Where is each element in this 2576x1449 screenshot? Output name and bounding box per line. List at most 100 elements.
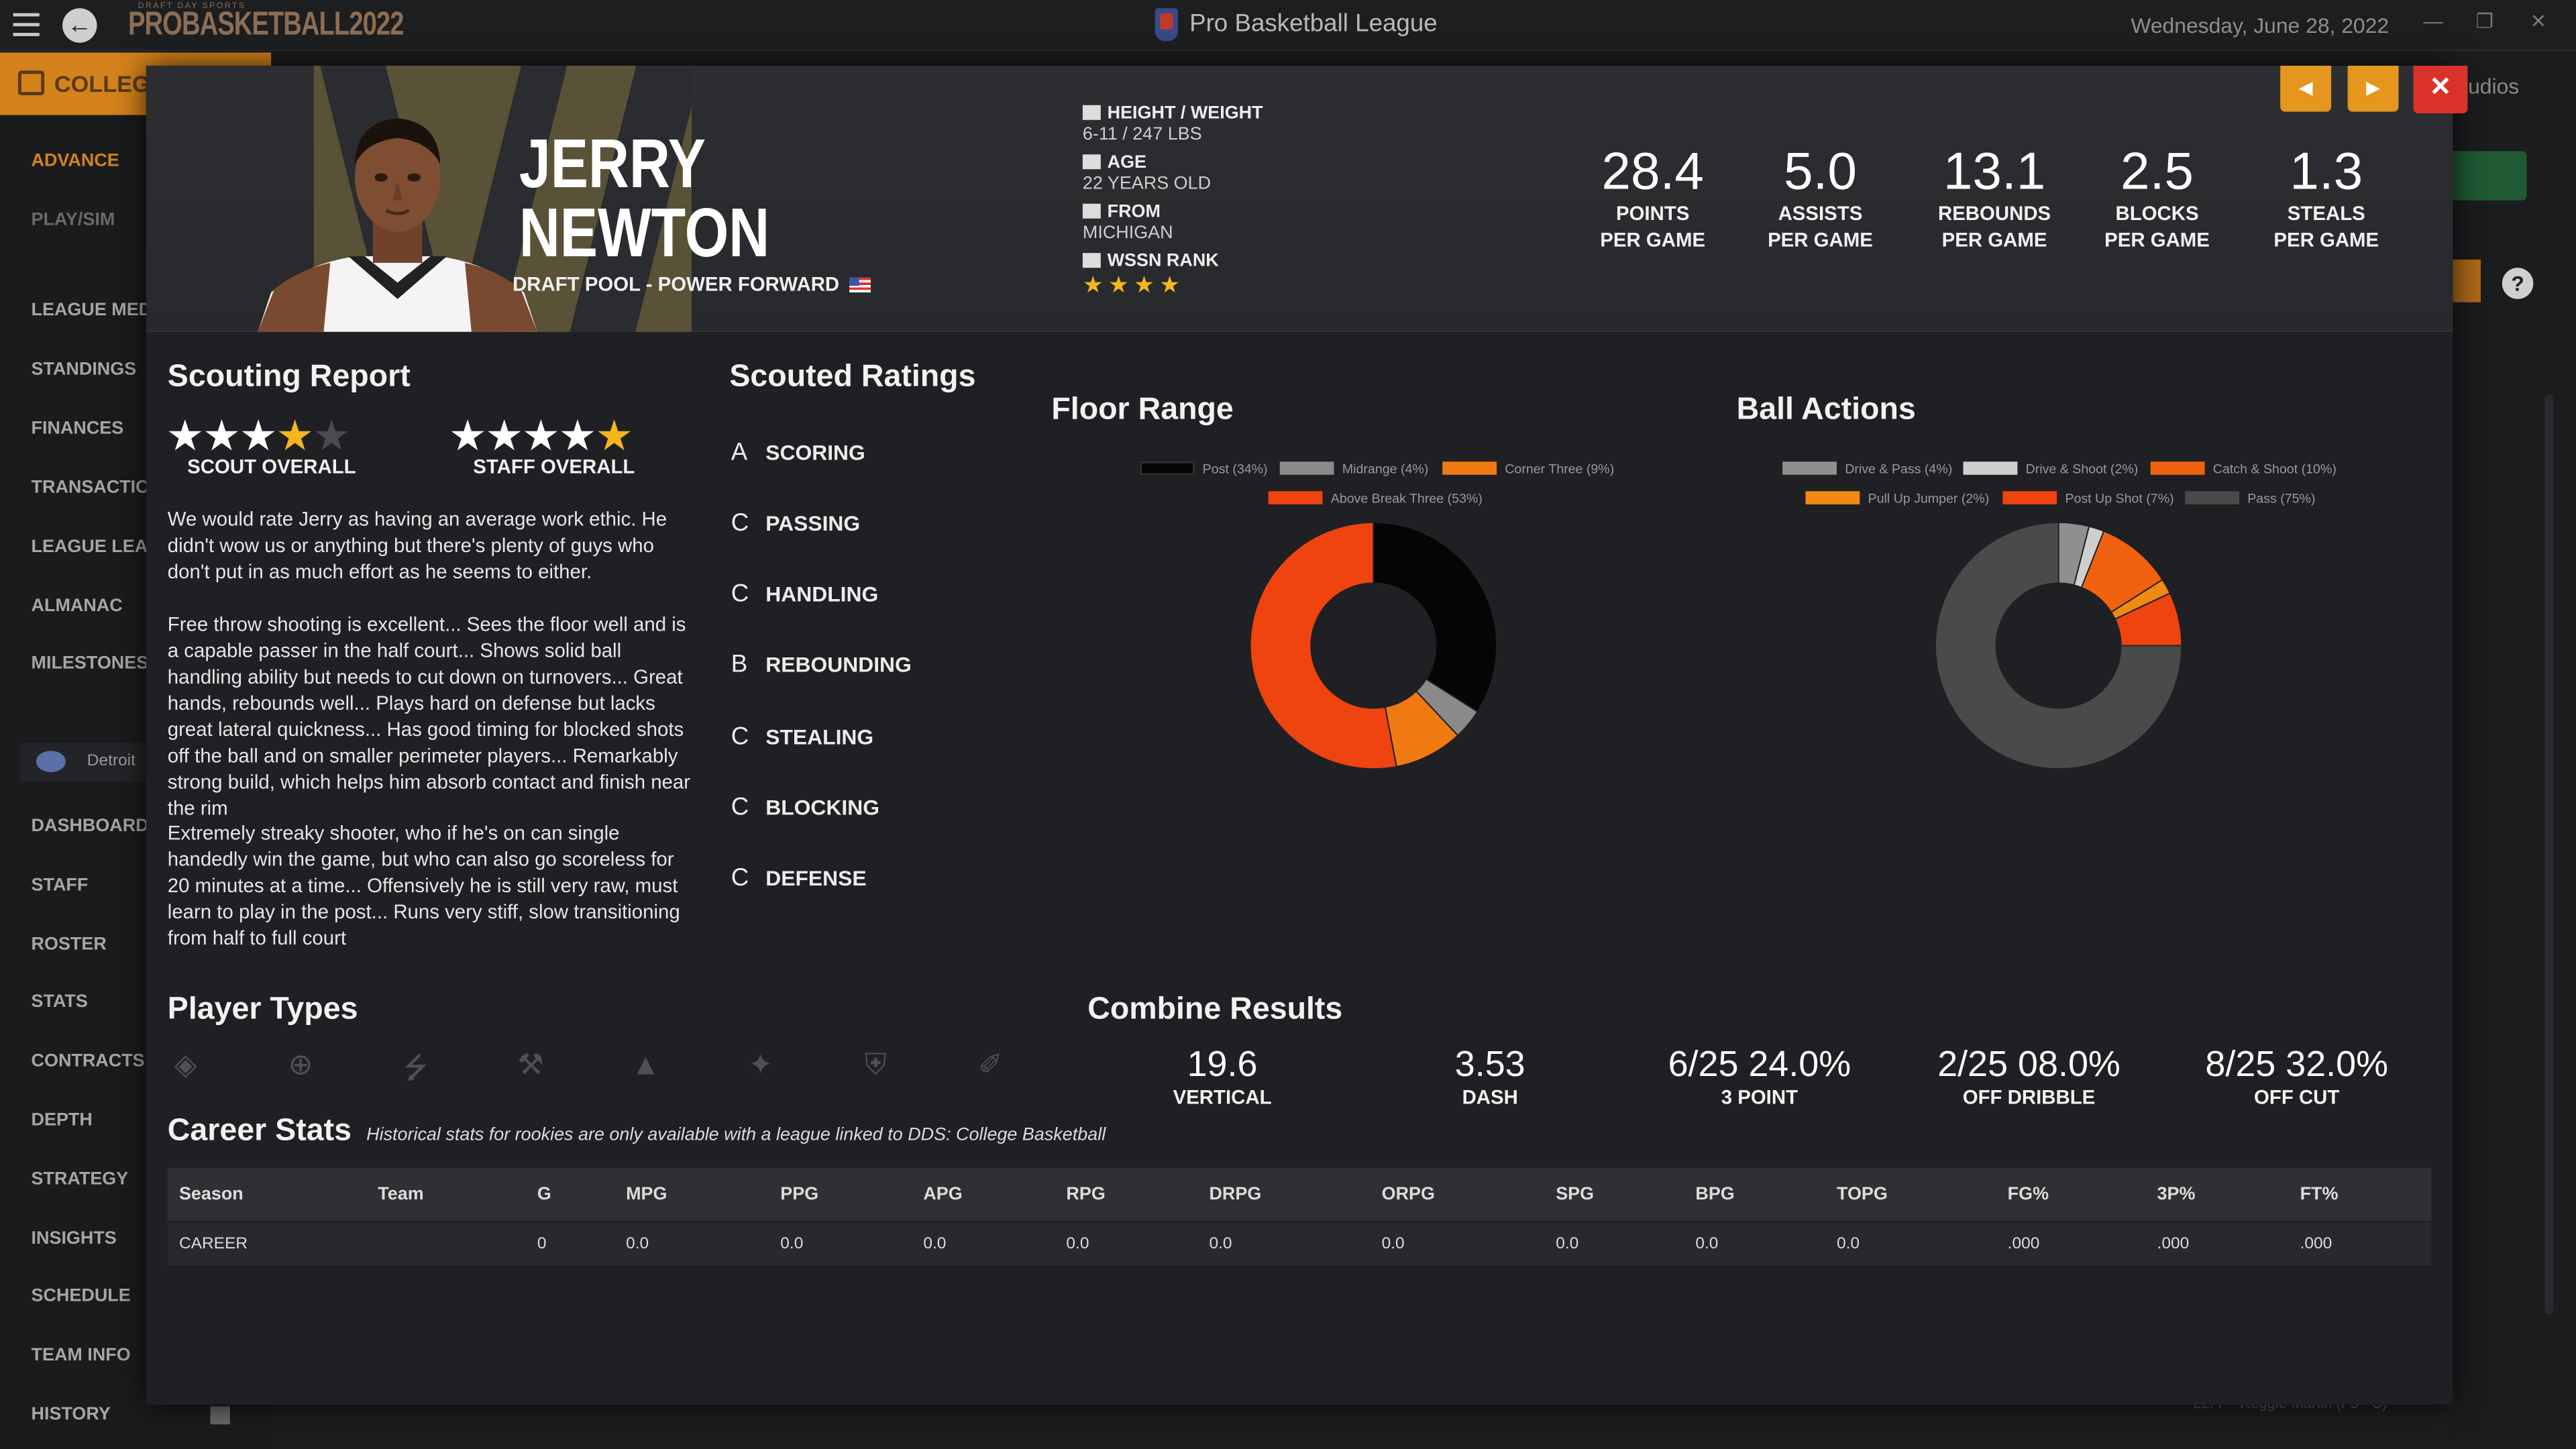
lightning-icon[interactable]: ⭍ (403, 1051, 428, 1085)
school-icon (1082, 203, 1101, 219)
sidebar-item-finances[interactable]: FINANCES (31, 419, 124, 439)
column-g[interactable]: G (537, 1184, 551, 1205)
from-label: FROM (1082, 202, 1161, 222)
sidebar-item-contracts[interactable]: CONTRACTS (31, 1051, 145, 1071)
close-modal-button[interactable]: ✕ (2413, 65, 2468, 113)
column-rpg[interactable]: RPG (1066, 1184, 1106, 1205)
sidebar-item-depth[interactable]: DEPTH (31, 1110, 93, 1130)
column-fg-pct[interactable]: FG% (2007, 1184, 2049, 1205)
sidebar-item-play-sim[interactable]: PLAY/SIM (31, 210, 115, 230)
next-player-button[interactable]: ▶ (2347, 65, 2399, 112)
height-weight-label: HEIGHT / WEIGHT (1082, 103, 1263, 123)
help-icon[interactable]: ? (2502, 268, 2534, 299)
column-team[interactable]: Team (378, 1184, 424, 1205)
cell-g: 0 (537, 1235, 547, 1254)
cell-ppg: 0.0 (780, 1235, 804, 1254)
age-label: AGE (1082, 153, 1146, 172)
sidebar-item-milestones[interactable]: MILESTONES (31, 653, 149, 674)
sidebar-item-team-info[interactable]: TEAM INFO (31, 1345, 131, 1366)
ball-legend-post-up-shot: Post Up Shot (7%) (2002, 491, 2174, 506)
rating-grade-defense: C (731, 864, 749, 892)
floor-range-title: Floor Range (1051, 392, 1234, 427)
column-ppg[interactable]: PPG (780, 1184, 819, 1205)
sidebar-item-roster[interactable]: ROSTER (31, 934, 107, 955)
player-position: DRAFT POOL - POWER FORWARD (513, 272, 840, 296)
column-3p-pct[interactable]: 3P% (2157, 1184, 2196, 1205)
combine-vertical: 19.6 VERTICAL (1173, 1043, 1272, 1110)
combine-results-title: Combine Results (1087, 992, 1343, 1027)
shield-icon[interactable]: ⛨ (864, 1048, 887, 1081)
floor-legend-midrange: Midrange (4%) (1279, 462, 1428, 476)
ball-legend-drive-pass: Drive & Pass (4%) (1782, 462, 1952, 476)
sidebar-item-insights[interactable]: INSIGHTS (31, 1228, 117, 1249)
combine-dash: 3.53 DASH (1454, 1043, 1525, 1110)
column-orpg[interactable]: ORPG (1381, 1184, 1435, 1205)
column-apg[interactable]: APG (923, 1184, 963, 1205)
column-bpg[interactable]: BPG (1695, 1184, 1735, 1205)
hamburger-menu-icon[interactable] (13, 13, 40, 36)
sidebar-item-standings[interactable]: STANDINGS (31, 360, 137, 380)
background-panel: Studios ? (2448, 65, 2576, 1446)
rating-label-rebounding: REBOUNDING (765, 652, 912, 677)
rating-label-passing: PASSING (765, 511, 861, 536)
rating-grade-passing: C (731, 509, 749, 537)
team-name: Detroit (87, 752, 136, 771)
sidebar-item-advance[interactable]: ADVANCE (31, 151, 119, 171)
team-logo-icon (36, 751, 66, 773)
scouting-paragraph-2: Free throw shooting is excellent... Sees… (167, 612, 691, 820)
minimize-icon[interactable]: — (2423, 9, 2443, 33)
cell-3p-pct: .000 (2157, 1235, 2190, 1254)
broom-icon[interactable]: ✐ (978, 1048, 1004, 1081)
crosshair-icon[interactable]: ⊕ (288, 1048, 313, 1081)
scouting-paragraph-1: We would rate Jerry as having an average… (167, 507, 667, 584)
player-last-name: NEWTON (519, 193, 770, 272)
column-spg[interactable]: SPG (1556, 1184, 1595, 1205)
column-mpg[interactable]: MPG (626, 1184, 667, 1205)
cell-apg: 0.0 (923, 1235, 947, 1254)
hammer-icon[interactable]: ⚒ (517, 1048, 544, 1081)
previous-player-button[interactable]: ◀ (2280, 65, 2332, 112)
stat-assists: 5.0 ASSISTS PER GAME (1768, 141, 1873, 252)
rating-grade-rebounding: B (731, 650, 748, 679)
column-ft-pct[interactable]: FT% (2300, 1184, 2339, 1205)
calendar-icon (17, 70, 45, 96)
sidebar-item-dashboard[interactable]: DASHBOARD (31, 816, 149, 837)
sidebar-item-schedule[interactable]: SCHEDULE (31, 1286, 131, 1306)
sidebar-item-stats[interactable]: STATS (31, 992, 88, 1012)
stat-blocks: 2.5 BLOCKS PER GAME (2104, 141, 2210, 252)
career-stats-title: Career Stats (167, 1114, 352, 1148)
back-arrow-icon[interactable]: ← (62, 8, 97, 43)
cell-season: CAREER (178, 1235, 248, 1254)
sidebar-item-strategy[interactable]: STRATEGY (31, 1169, 129, 1190)
staff-overall-label: STAFF OVERALL (473, 455, 635, 478)
wand-icon[interactable]: ✦ (748, 1048, 773, 1081)
background-scrollbar[interactable] (2544, 394, 2553, 1315)
column-topg[interactable]: TOPG (1836, 1184, 1888, 1205)
cell-topg: 0.0 (1836, 1235, 1860, 1254)
restore-icon[interactable]: ❐ (2475, 9, 2494, 33)
background-green-button[interactable] (2448, 151, 2527, 201)
player-profile-modal: ◀ ▶ ✕ JERRY NEWTON DRAFT POOL - POWER FO… (146, 65, 2468, 1405)
combine-3-point: 6/25 24.0% 3 POINT (1668, 1043, 1851, 1110)
cell-orpg: 0.0 (1381, 1235, 1405, 1254)
floor-legend-above-break-three: Above Break Three (53%) (1268, 491, 1483, 506)
window-close-icon[interactable]: ✕ (2530, 9, 2547, 33)
sidebar-item-staff[interactable]: STAFF (31, 875, 89, 896)
app-logo: PROBASKETBALL2022 (128, 6, 404, 43)
column-drpg[interactable]: DRPG (1209, 1184, 1262, 1205)
sidebar-item-almanac[interactable]: ALMANAC (31, 596, 123, 616)
trash-icon[interactable] (210, 1406, 230, 1425)
scout-overall-label: SCOUT OVERALL (187, 455, 356, 478)
column-season[interactable]: Season (178, 1184, 244, 1205)
rss-icon (1082, 253, 1101, 268)
stat-rebounds: 13.1 REBOUNDS PER GAME (1937, 141, 2051, 252)
scouting-paragraph-3: Extremely streaky shooter, who if he's o… (167, 821, 680, 950)
ball-handler-icon[interactable]: ◈ (174, 1048, 197, 1081)
cell-ft-pct: .000 (2300, 1235, 2332, 1254)
age-value: 22 YEARS OLD (1082, 174, 1212, 194)
title-bar: ← DRAFT DAY SPORTS PROBASKETBALL2022 Pro… (0, 0, 2576, 51)
rating-label-stealing: STEALING (765, 724, 874, 749)
tower-icon[interactable]: ▲ (631, 1048, 661, 1081)
sidebar-item-history[interactable]: HISTORY (31, 1404, 111, 1425)
background-orange-button[interactable] (2448, 259, 2481, 303)
